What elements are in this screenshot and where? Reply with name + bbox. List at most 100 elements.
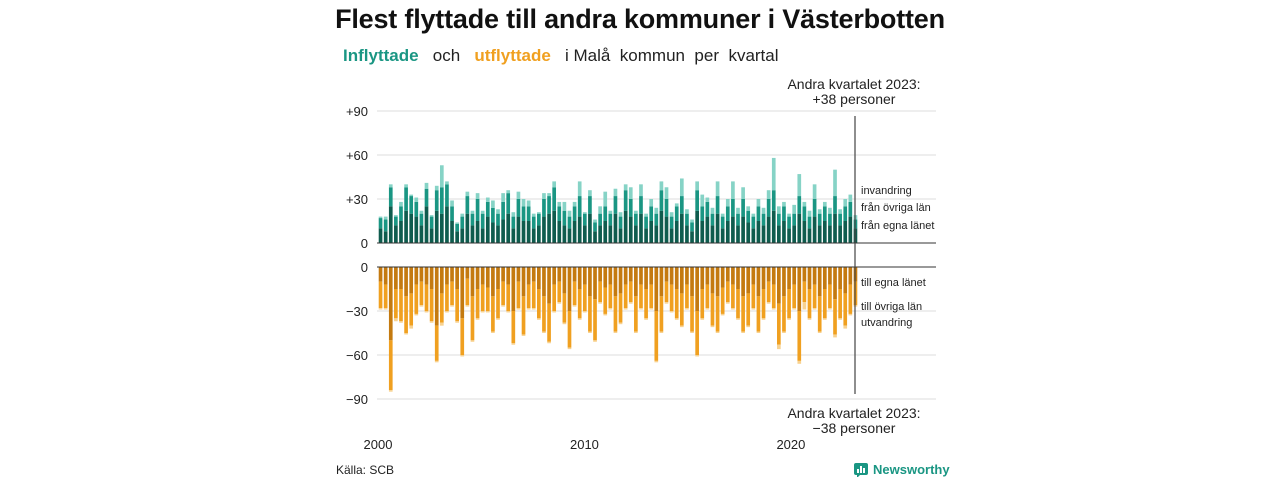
bar-in-segment bbox=[383, 231, 388, 243]
bar-out-segment bbox=[802, 302, 807, 310]
bar-in-segment bbox=[480, 210, 485, 214]
bar-in-segment bbox=[419, 213, 424, 226]
bar-out-segment bbox=[792, 308, 797, 310]
bar-in-segment bbox=[628, 187, 633, 199]
bar-out-segment bbox=[741, 296, 745, 332]
bar-in-segment bbox=[812, 199, 817, 217]
bar-out-segment bbox=[797, 267, 802, 311]
bar-out-segment bbox=[526, 267, 531, 285]
bar-out-segment bbox=[817, 331, 822, 333]
bar-out-segment bbox=[531, 281, 536, 309]
bar-out-segment bbox=[613, 267, 618, 297]
bar-out-segment bbox=[725, 267, 730, 282]
bar-in-segment bbox=[485, 216, 490, 243]
bar-out-segment bbox=[664, 281, 669, 303]
bar-in-segment bbox=[628, 199, 633, 217]
bar-out-segment bbox=[475, 318, 480, 320]
bar-out-segment bbox=[756, 331, 761, 333]
bar-in-segment bbox=[557, 201, 562, 207]
bar-out-segment bbox=[409, 325, 414, 329]
legend-label-out: till egna länet bbox=[861, 277, 926, 289]
bar-in-segment bbox=[603, 206, 608, 221]
bar-in-segment bbox=[434, 210, 439, 243]
bar-out-segment bbox=[531, 308, 536, 310]
bar-in-segment bbox=[725, 199, 730, 207]
bar-in-segment bbox=[812, 216, 817, 243]
bar-in-segment bbox=[761, 213, 766, 226]
bar-in-segment bbox=[491, 222, 495, 243]
bar-out-segment bbox=[792, 267, 797, 285]
bar-out-segment bbox=[623, 284, 628, 309]
bar-out-segment bbox=[751, 284, 756, 309]
bar-in-segment bbox=[572, 206, 577, 221]
bar-out-segment bbox=[455, 267, 459, 289]
bar-in-segment bbox=[639, 213, 643, 243]
y-tick-label-top: +30 bbox=[346, 192, 368, 207]
bar-out-segment bbox=[766, 267, 771, 282]
bar-out-segment bbox=[409, 267, 414, 294]
bar-in-segment bbox=[582, 212, 587, 214]
bar-out-segment bbox=[736, 267, 740, 289]
bar-in-segment bbox=[705, 201, 710, 217]
bar-out-segment bbox=[817, 267, 822, 297]
bar-in-segment bbox=[404, 210, 408, 243]
bar-in-segment bbox=[475, 193, 480, 199]
bar-out-segment bbox=[537, 289, 541, 319]
bar-out-segment bbox=[429, 289, 434, 322]
bar-out-segment bbox=[812, 308, 817, 310]
bar-in-segment bbox=[766, 199, 771, 217]
bar-out-segment bbox=[848, 267, 853, 285]
annotation-top: +38 personer bbox=[813, 91, 896, 107]
bar-out-segment bbox=[843, 293, 848, 326]
bar-in-segment bbox=[623, 184, 628, 191]
bar-out-segment bbox=[419, 281, 424, 306]
bar-out-segment bbox=[746, 267, 751, 294]
bar-in-segment bbox=[623, 210, 628, 243]
bar-in-segment bbox=[777, 213, 781, 226]
bar-out-segment bbox=[450, 305, 454, 307]
bar-out-segment bbox=[669, 267, 674, 285]
bar-out-segment bbox=[419, 267, 424, 282]
bar-out-segment bbox=[649, 267, 654, 285]
bar-out-segment bbox=[577, 267, 582, 289]
bar-out-segment bbox=[506, 284, 511, 311]
brand-logo[interactable]: Newsworthy bbox=[854, 462, 950, 477]
bar-in-segment bbox=[516, 216, 521, 243]
bar-out-segment bbox=[828, 267, 832, 285]
bar-out-segment bbox=[700, 267, 705, 289]
bar-in-segment bbox=[690, 231, 694, 243]
bar-out-segment bbox=[628, 267, 633, 282]
bar-in-segment bbox=[450, 206, 454, 221]
bar-out-segment bbox=[797, 360, 802, 364]
bar-in-segment bbox=[628, 216, 633, 243]
bar-out-segment bbox=[511, 343, 516, 345]
bar-in-segment bbox=[634, 210, 638, 214]
bar-out-segment bbox=[470, 267, 475, 297]
bar-in-segment bbox=[812, 184, 817, 199]
bar-in-segment bbox=[455, 223, 459, 232]
bar-in-segment bbox=[731, 181, 735, 199]
y-tick-label-bottom: −30 bbox=[346, 304, 368, 319]
bar-out-segment bbox=[771, 267, 776, 285]
bar-in-segment bbox=[588, 196, 592, 214]
bar-out-segment bbox=[761, 267, 766, 289]
bar-in-segment bbox=[843, 206, 848, 221]
bar-out-segment bbox=[843, 267, 848, 294]
bar-out-segment bbox=[537, 267, 541, 289]
bar-in-segment bbox=[669, 212, 674, 217]
bar-in-segment bbox=[771, 190, 776, 211]
bar-in-segment bbox=[485, 201, 490, 217]
bar-in-segment bbox=[828, 225, 832, 243]
bar-out-segment bbox=[567, 267, 572, 311]
bar-in-segment bbox=[828, 213, 832, 226]
bar-out-segment bbox=[756, 296, 761, 332]
bar-in-segment bbox=[506, 193, 511, 214]
bar-out-segment bbox=[537, 318, 541, 320]
bar-out-segment bbox=[664, 302, 669, 304]
bar-in-segment bbox=[434, 185, 439, 191]
bar-in-segment bbox=[557, 221, 562, 243]
bar-in-segment bbox=[394, 215, 398, 217]
bar-in-segment bbox=[720, 213, 725, 217]
bar-in-segment bbox=[608, 225, 613, 243]
bar-out-segment bbox=[485, 287, 490, 311]
